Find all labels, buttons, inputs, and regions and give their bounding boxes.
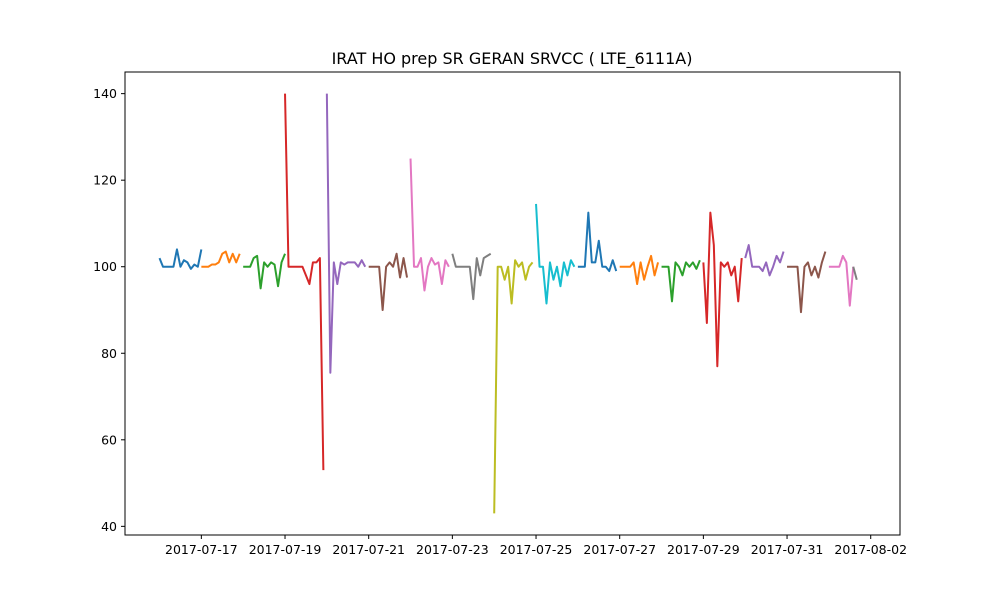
x-tick-label: 2017-08-02: [834, 542, 907, 557]
series-line-4: [284, 93, 325, 471]
x-tick-label: 2017-07-23: [416, 542, 489, 557]
y-tick-label: 40: [101, 519, 117, 534]
series-line-3: [243, 253, 286, 290]
chart-title: IRAT HO prep SR GERAN SRVCC ( LTE_6111A): [332, 49, 693, 69]
series-line-1: [158, 248, 203, 270]
y-axis: 40 60 80 100 120 140: [93, 86, 125, 534]
plot-frame: [124, 71, 901, 536]
series-line-11: [577, 211, 618, 273]
series-line-17: [828, 254, 855, 307]
x-tick-label: 2017-07-17: [165, 542, 238, 557]
series-line-2: [201, 250, 241, 268]
series-line-8: [451, 252, 492, 301]
series-line-12: [619, 254, 660, 286]
series-line-7: [409, 158, 450, 292]
y-tick-label: 100: [93, 259, 117, 274]
y-tick-label: 80: [101, 346, 117, 361]
x-tick-label: 2017-07-25: [500, 542, 573, 557]
series-line-13: [661, 259, 701, 303]
series-line-18: [852, 266, 858, 280]
series-layer: [158, 93, 858, 514]
series-line-14: [702, 211, 743, 368]
x-tick-label: 2017-07-29: [667, 542, 740, 557]
series-line-6: [368, 252, 409, 311]
series-line-15: [744, 244, 785, 277]
y-tick-label: 140: [93, 86, 117, 101]
y-tick-label: 60: [101, 432, 117, 447]
x-tick-label: 2017-07-21: [332, 542, 405, 557]
x-tick-label: 2017-07-19: [249, 542, 322, 557]
series-line-9: [493, 259, 534, 514]
series-line-16: [787, 251, 827, 314]
series-line-10: [535, 203, 576, 305]
x-tick-label: 2017-07-27: [583, 542, 656, 557]
x-tick-label: 2017-07-31: [751, 542, 824, 557]
series-line-5: [325, 93, 367, 374]
y-tick-label: 120: [93, 173, 117, 188]
x-axis: 2017-07-17 2017-07-19 2017-07-21 2017-07-23…: [165, 535, 907, 557]
